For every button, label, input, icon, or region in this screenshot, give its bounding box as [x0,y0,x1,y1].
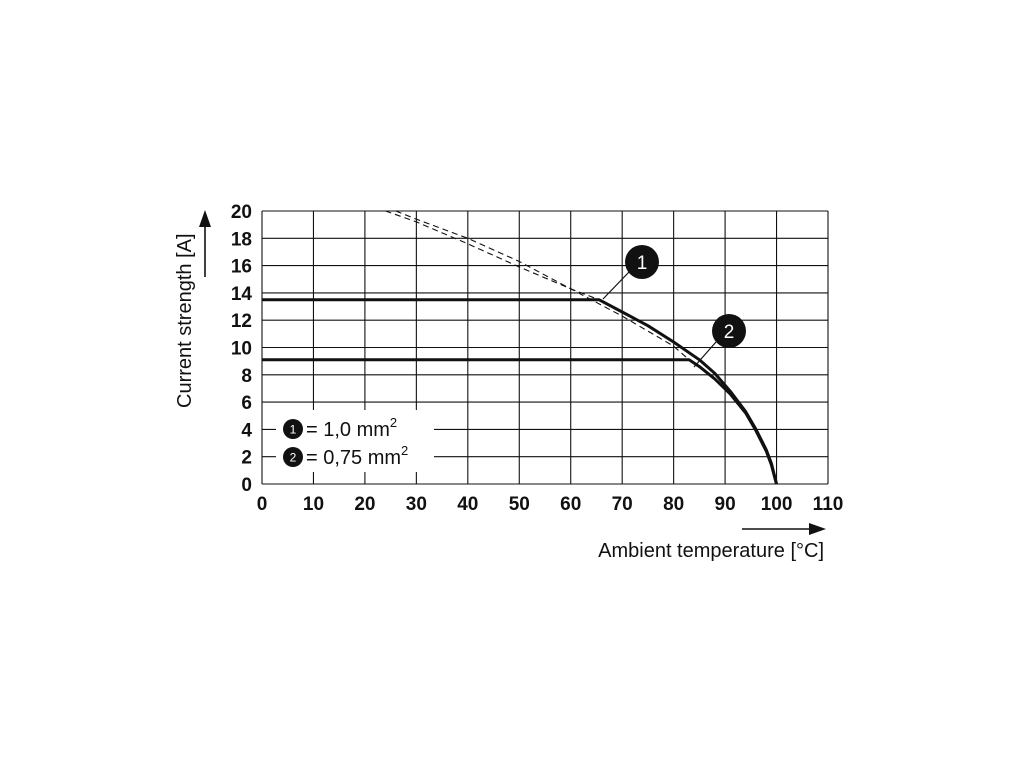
series-line-4 [395,210,690,361]
y-tick-6: 6 [241,393,252,414]
x-tick-0: 0 [257,494,268,515]
x-tick-30: 30 [406,494,427,515]
legend-marker-2-label: 2 [290,451,297,465]
x-tick-90: 90 [715,494,736,515]
callout-2-badge [712,314,746,348]
x-tick-60: 60 [560,494,581,515]
x-axis-label: Ambient temperature [°C] [598,540,824,562]
y-tick-16: 16 [231,257,252,278]
legend-marker-2 [283,447,303,467]
y-tick-12: 12 [231,311,252,332]
y-tick-0: 0 [241,475,252,496]
chart-series [262,210,778,485]
chart-grid [261,210,829,485]
y-tick-10: 10 [231,339,252,360]
legend-text-2: = 0,75 mm2 [306,443,408,469]
x-tick-110: 110 [813,494,844,515]
y-axis-label: Current strength [A] [174,233,196,408]
y-axis-arrow-icon [199,210,211,277]
x-tick-40: 40 [457,494,478,515]
callout-2-label: 2 [724,322,735,343]
legend-background [276,410,434,472]
legend-text-1: = 1,0 mm2 [306,415,397,441]
callout-1-label: 1 [637,253,648,274]
x-tick-100: 100 [761,494,793,515]
series-line-2 [262,358,778,485]
callout-2-leader [693,341,717,368]
x-tick-labels: 0 10 20 30 40 50 60 70 80 90 100 110 [257,494,844,515]
legend-marker-1 [283,419,303,439]
y-tick-4: 4 [241,420,252,441]
x-tick-10: 10 [303,494,324,515]
callout-1-badge [625,245,659,279]
callout-2: 2 [693,314,746,368]
y-tick-14: 14 [231,284,253,305]
x-tick-50: 50 [509,494,530,515]
callout-1-leader [602,271,630,300]
legend: 1 = 1,0 mm2 2 = 0,75 mm2 [276,410,434,472]
x-tick-20: 20 [354,494,375,515]
y-tick-18: 18 [231,229,252,250]
x-tick-80: 80 [663,494,684,515]
legend-entry-2: 2 = 0,75 mm2 [283,443,408,469]
callout-1: 1 [602,245,659,300]
y-tick-20: 20 [231,202,252,223]
x-axis-arrow-icon [742,523,826,535]
legend-entry-1: 1 = 1,0 mm2 [283,415,397,441]
series-line-3 [385,210,600,301]
x-tick-70: 70 [612,494,633,515]
legend-marker-1-label: 1 [290,423,297,437]
y-tick-labels: 0 2 4 6 8 10 12 14 16 18 20 [231,202,253,496]
y-tick-2: 2 [241,448,252,469]
y-tick-8: 8 [241,366,252,387]
